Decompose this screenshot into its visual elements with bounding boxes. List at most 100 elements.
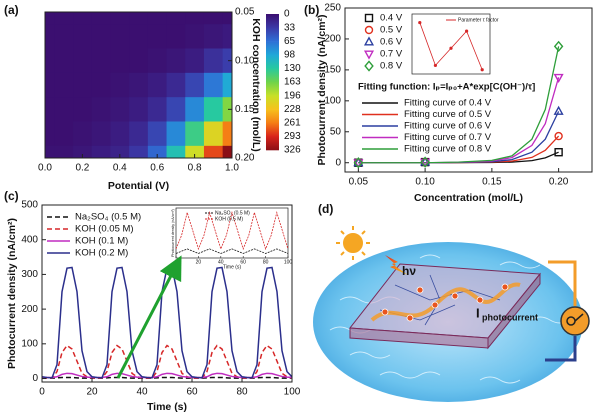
- inset-x-title: Time (s): [223, 264, 241, 270]
- marker: [553, 73, 564, 83]
- y-tick-label: 0: [32, 373, 38, 384]
- contour-cell: [54, 72, 74, 98]
- colorbar-segment: [266, 95, 279, 110]
- panel-label: (c): [4, 189, 19, 203]
- colorbar-segment: [266, 109, 279, 124]
- contour-cell: [54, 24, 74, 49]
- inset-point: [433, 63, 437, 68]
- marker: [363, 50, 375, 60]
- x-tick-label: 0.05: [349, 177, 369, 188]
- contour-cell: [166, 97, 186, 122]
- legend-label: KOH (0.05 M): [75, 224, 134, 235]
- x-tick-label: 0.10: [415, 177, 435, 188]
- contour-cell: [45, 12, 55, 25]
- contour-cell: [45, 97, 55, 122]
- y-tick-label: 200: [21, 304, 38, 315]
- contour-cell: [91, 145, 111, 158]
- contour-cell: [54, 145, 74, 158]
- y-tick-label: 200: [324, 34, 341, 45]
- legend-label: 0.5 V: [380, 25, 403, 36]
- marker: [364, 60, 374, 72]
- contour-cell: [54, 97, 74, 122]
- contour-cell: [185, 12, 205, 25]
- contour-cell: [45, 24, 55, 49]
- marker: [364, 13, 374, 23]
- legend-label: 0.6 V: [380, 37, 403, 48]
- colorbar-tick-label: 33: [284, 22, 296, 33]
- contour-cell: [54, 12, 74, 25]
- contour-cell: [73, 145, 93, 158]
- x-tick-label: 60: [186, 387, 198, 398]
- inset-frame: [175, 207, 289, 259]
- contour-cell: [185, 145, 205, 158]
- colorbar-segment: [266, 54, 279, 69]
- x-tick-label: 0.20: [549, 177, 569, 188]
- y-tick-label: 100: [324, 95, 341, 106]
- contour-cell: [129, 12, 149, 25]
- diagram-panel: (d) hν I photocurrent: [313, 202, 590, 402]
- contour-cell: [129, 24, 149, 49]
- marker: [553, 40, 564, 53]
- contour-cell: [129, 97, 149, 122]
- contour-cell: [166, 48, 186, 74]
- contour-cell: [166, 145, 186, 158]
- inset-point: [418, 20, 422, 25]
- plot-frame: [44, 11, 233, 159]
- marker: [364, 25, 374, 35]
- inset-x-tick-label: 100: [284, 259, 293, 265]
- contour-cell: [185, 72, 205, 98]
- y-tick-label: 250: [324, 3, 341, 14]
- y-axis-title: KOH concentration (mol/L): [250, 18, 262, 152]
- x-tick-label: 40: [136, 387, 148, 398]
- y-tick-label: 150: [324, 65, 341, 76]
- contour-cell: [222, 72, 232, 98]
- contour-cell: [222, 48, 232, 74]
- y-tick-label: 0.15: [235, 104, 255, 115]
- colorbar-segment: [266, 136, 279, 151]
- y-tick-label: 500: [21, 200, 38, 211]
- y-tick-label: 300: [21, 269, 38, 280]
- contour-cell: [185, 97, 205, 122]
- legend-label: 0.7 V: [380, 49, 403, 60]
- inset-point: [480, 68, 484, 72]
- fit-curve: [358, 46, 560, 164]
- contour-cell: [73, 97, 93, 122]
- contour-cell: [222, 145, 232, 158]
- contour-cell: [185, 48, 205, 74]
- x-tick-label: 80: [236, 387, 248, 398]
- contour-cell: [129, 145, 149, 158]
- contour-cell: [73, 121, 93, 147]
- inset-x-tick-label: 40: [218, 259, 224, 265]
- panel-label: (a): [4, 3, 19, 17]
- legend-label: Na₂SO₄ (0.5 M): [75, 212, 141, 223]
- sun: [336, 226, 370, 260]
- y-tick-label: 50: [330, 126, 342, 137]
- contour-cell: [203, 48, 224, 74]
- contour-cell: [73, 24, 93, 49]
- legend-label: KOH (0.2 M): [75, 248, 128, 259]
- contour-cell: [91, 48, 111, 74]
- carriers: [381, 283, 509, 322]
- x-axis-title: Potential (V): [108, 180, 169, 192]
- contour-cell: [91, 12, 111, 25]
- x-tick-label: 0.0: [38, 163, 52, 174]
- legend-label: KOH (0.1 M): [75, 236, 128, 247]
- y-tick-label: 0.20: [235, 153, 255, 164]
- contour-cell: [45, 145, 55, 158]
- inset-x-tick-label: 60: [240, 259, 246, 265]
- x-tick-label: 0.8: [188, 163, 202, 174]
- y-tick-label: 100: [21, 338, 38, 349]
- inset-frame: [411, 13, 491, 75]
- contour-cell: [166, 121, 186, 147]
- fit-function: Fitting function: Iₚ=Iₚ₀+A*exp[C(OH⁻)/τ]: [358, 82, 535, 93]
- contour-cell: [222, 121, 232, 147]
- circuit: [545, 260, 577, 362]
- y-tick-label: 0.10: [235, 55, 255, 66]
- colorbar-segment: [266, 122, 279, 137]
- contour-cell: [203, 24, 224, 49]
- colorbar-tick-label: 0: [284, 9, 290, 20]
- contour-cell: [147, 24, 168, 49]
- contour-cell: [73, 72, 93, 98]
- x-tick-label: 0.6: [150, 163, 164, 174]
